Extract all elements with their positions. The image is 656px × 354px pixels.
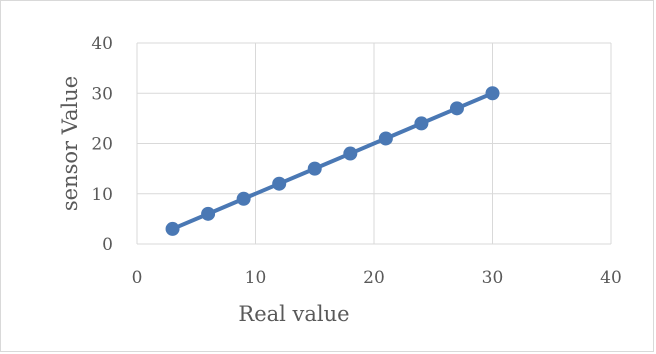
data-point — [165, 221, 180, 236]
x-axis-tick-labels: 0 10 20 30 40 — [132, 268, 622, 288]
x-tick-label: 0 — [132, 268, 143, 288]
data-point — [307, 161, 322, 176]
data-point — [485, 86, 500, 101]
x-tick-label: 10 — [245, 268, 267, 288]
y-tick-label: 0 — [102, 235, 113, 255]
data-point — [449, 101, 464, 116]
y-tick-label: 40 — [91, 34, 113, 54]
y-tick-label: 10 — [91, 185, 113, 205]
data-point — [414, 116, 429, 131]
data-point — [201, 206, 216, 221]
series-line — [171, 91, 494, 231]
y-axis-title: sensor Value — [58, 76, 82, 211]
x-tick-label: 20 — [363, 268, 385, 288]
data-point — [236, 191, 251, 206]
x-axis-title: Real value — [238, 302, 349, 326]
data-point — [272, 176, 287, 191]
x-tick-label: 40 — [600, 268, 622, 288]
y-tick-label: 30 — [91, 84, 113, 104]
y-axis-tick-labels: 0 10 20 30 40 — [91, 34, 113, 255]
y-tick-label: 20 — [91, 135, 113, 155]
series-line-group — [171, 91, 494, 231]
data-point — [343, 146, 358, 161]
data-point — [378, 131, 393, 146]
x-tick-label: 30 — [482, 268, 504, 288]
data-markers — [165, 86, 500, 236]
